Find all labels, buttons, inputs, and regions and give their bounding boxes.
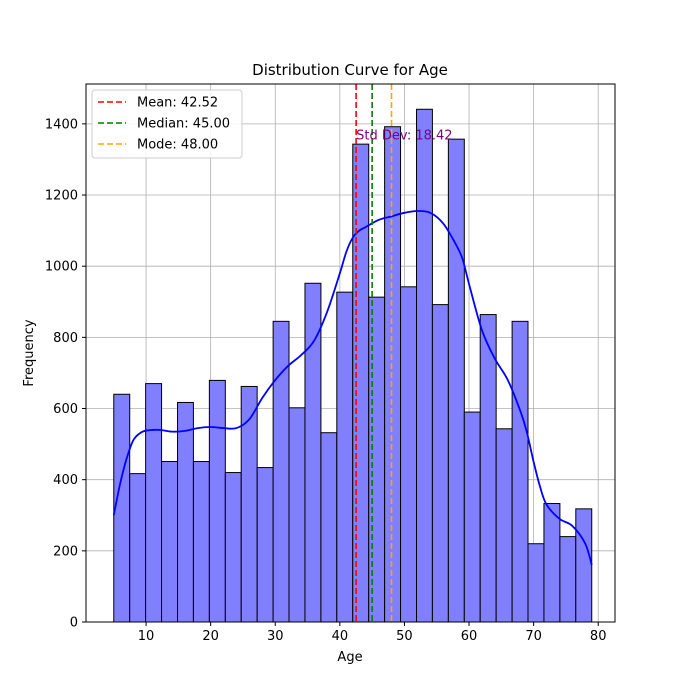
histogram-bar — [192, 461, 210, 623]
histogram-bar — [336, 291, 354, 623]
histogram-bar — [463, 411, 481, 623]
x-tick-label: 40 — [332, 629, 349, 644]
x-axis-ticks: 10 20 30 40 50 60 70 80 — [138, 622, 607, 644]
histogram-bar — [431, 304, 449, 623]
y-tick-label: 800 — [53, 331, 78, 346]
y-tick-label: 200 — [53, 544, 78, 559]
histogram-bar — [416, 108, 433, 623]
x-axis-label: Age — [337, 650, 362, 665]
histogram-bar — [447, 138, 465, 623]
histogram-bar — [495, 428, 513, 623]
histogram-bar — [224, 472, 242, 623]
histogram-bar — [368, 296, 386, 623]
legend: Mean: 42.52 Median: 45.00 Mode: 48.00 — [91, 89, 243, 159]
histogram-bar — [479, 314, 497, 623]
histogram-bar — [511, 320, 529, 623]
legend-entry-label: Mode: 48.00 — [137, 138, 218, 153]
chart-title: Distribution Curve for Age — [252, 61, 448, 79]
y-axis-ticks: 0 200 400 600 800 1000 1200 1400 — [45, 117, 86, 631]
x-tick-label: 30 — [267, 629, 284, 644]
x-tick-label: 50 — [396, 629, 413, 644]
histogram-bar — [161, 461, 179, 623]
histogram-bar — [352, 143, 370, 623]
legend-entry-label: Median: 45.00 — [137, 117, 230, 132]
y-tick-label: 400 — [53, 473, 78, 488]
x-tick-label: 10 — [138, 629, 155, 644]
histogram-bar — [240, 385, 258, 623]
histogram-bar — [208, 379, 226, 623]
y-tick-label: 0 — [70, 616, 78, 631]
histogram-bar — [288, 407, 306, 623]
histogram-bar — [129, 473, 147, 623]
x-tick-label: 80 — [590, 629, 607, 644]
histogram-bar — [145, 383, 163, 623]
histogram-bar — [559, 536, 577, 623]
y-tick-label: 1000 — [45, 260, 78, 275]
histogram-bar — [543, 503, 561, 623]
y-axis-label: Frequency — [22, 319, 37, 386]
histogram-bar — [527, 543, 545, 623]
plot-frame — [85, 83, 616, 623]
y-tick-label: 1400 — [45, 117, 78, 132]
x-tick-label: 20 — [202, 629, 219, 644]
x-tick-label: 60 — [461, 629, 478, 644]
std-dev-annotation: Std Dev: 18.42 — [356, 129, 452, 144]
legend-box — [91, 89, 243, 159]
histogram-bar — [400, 286, 418, 623]
y-tick-label: 600 — [53, 402, 78, 417]
y-tick-label: 1200 — [45, 189, 78, 204]
histogram-bar — [320, 432, 338, 623]
histogram-bar — [113, 393, 131, 623]
histogram-bar — [256, 467, 274, 623]
x-tick-label: 70 — [525, 629, 542, 644]
histogram-bar — [384, 126, 402, 623]
legend-entry-label: Mean: 42.52 — [137, 96, 218, 111]
histogram-bar — [575, 508, 593, 623]
histogram-bar — [177, 401, 194, 623]
